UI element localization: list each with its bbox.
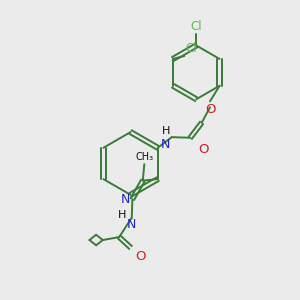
Text: Cl: Cl xyxy=(186,42,197,55)
Text: O: O xyxy=(199,143,209,156)
Text: H: H xyxy=(118,210,126,220)
Text: H: H xyxy=(162,126,170,136)
Text: O: O xyxy=(135,250,145,262)
Text: Cl: Cl xyxy=(190,20,202,33)
Text: N: N xyxy=(121,193,130,206)
Text: CH₃: CH₃ xyxy=(135,152,153,162)
Text: O: O xyxy=(205,103,215,116)
Text: N: N xyxy=(161,138,170,152)
Text: N: N xyxy=(127,218,136,231)
